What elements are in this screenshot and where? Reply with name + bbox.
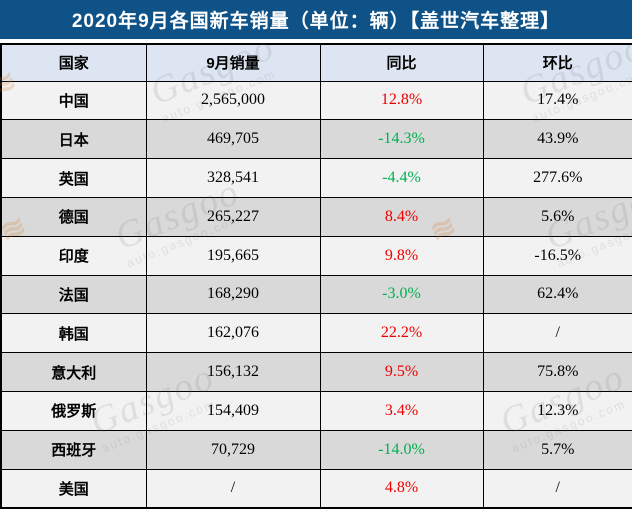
header-cell-yoy: 同比 bbox=[319, 43, 484, 82]
sales-cell: 156,132 bbox=[145, 352, 321, 392]
country-cell: 日本 bbox=[0, 119, 147, 160]
sales-cell: 70,729 bbox=[145, 429, 321, 470]
mom-cell: / bbox=[482, 468, 632, 509]
table-row: 意大利 156,132 9.5% 75.8% bbox=[0, 352, 632, 392]
yoy-cell: 22.2% bbox=[319, 313, 484, 354]
country-cell: 中国 bbox=[0, 80, 147, 121]
sales-cell: 195,665 bbox=[145, 235, 321, 276]
mom-cell: 5.7% bbox=[482, 429, 632, 470]
country-cell: 俄罗斯 bbox=[0, 391, 147, 431]
table-row: 日本 469,705 -14.3% 43.9% bbox=[0, 119, 632, 160]
yoy-cell: -4.4% bbox=[319, 158, 484, 198]
yoy-cell: 9.8% bbox=[319, 235, 484, 276]
country-cell: 印度 bbox=[0, 235, 147, 276]
mom-cell: 43.9% bbox=[482, 119, 632, 160]
table-row: 法国 168,290 -3.0% 62.4% bbox=[0, 274, 632, 315]
table-row: 俄罗斯 154,409 3.4% 12.3% bbox=[0, 391, 632, 431]
country-cell: 西班牙 bbox=[0, 429, 147, 470]
country-cell: 英国 bbox=[0, 158, 147, 198]
title-bar: 2020年9月各国新车销量（单位：辆）【盖世汽车整理】 bbox=[0, 0, 632, 39]
sales-cell: / bbox=[145, 468, 321, 509]
sales-cell: 162,076 bbox=[145, 313, 321, 354]
yoy-cell: 8.4% bbox=[319, 196, 484, 237]
table-body: 中国 2,565,000 12.8% 17.4% 日本 469,705 -14.3% 43.9… bbox=[0, 80, 632, 509]
sales-cell: 469,705 bbox=[145, 119, 321, 160]
sales-cell: 328,541 bbox=[145, 158, 321, 198]
sales-cell: 265,227 bbox=[145, 196, 321, 237]
country-cell: 美国 bbox=[0, 468, 147, 509]
table-row: 英国 328,541 -4.4% 277.6% bbox=[0, 158, 632, 198]
country-cell: 法国 bbox=[0, 274, 147, 315]
table-row: 美国/4.8% / bbox=[0, 468, 632, 509]
mom-cell: / bbox=[482, 313, 632, 354]
country-cell: 德国 bbox=[0, 196, 147, 237]
yoy-cell: 12.8% bbox=[319, 80, 484, 121]
mom-cell: -16.5% bbox=[482, 235, 632, 276]
sales-cell: 168,290 bbox=[145, 274, 321, 315]
mom-cell: 17.4% bbox=[482, 80, 632, 121]
yoy-cell: -14.3% bbox=[319, 119, 484, 160]
table-row: 韩国 162,076 22.2% / bbox=[0, 313, 632, 354]
mom-cell: 62.4% bbox=[482, 274, 632, 315]
yoy-cell: 9.5% bbox=[319, 352, 484, 392]
sales-cell: 154,409 bbox=[145, 391, 321, 431]
mom-cell: 277.6% bbox=[482, 158, 632, 198]
yoy-cell: -14.0% bbox=[319, 429, 484, 470]
header-cell-country: 国家 bbox=[0, 43, 147, 82]
yoy-cell: 3.4% bbox=[319, 391, 484, 431]
table-row: 中国 2,565,000 12.8% 17.4% bbox=[0, 80, 632, 121]
yoy-cell: 4.8% bbox=[319, 468, 484, 509]
mom-cell: 5.6% bbox=[482, 196, 632, 237]
table-row: 德国 265,227 8.4% 5.6% bbox=[0, 196, 632, 237]
table-row: 西班牙 70,729 -14.0% 5.7% bbox=[0, 429, 632, 470]
header-cell-sales: 9月销量 bbox=[145, 43, 321, 82]
mom-cell: 12.3% bbox=[482, 391, 632, 431]
page-title: 2020年9月各国新车销量（单位：辆）【盖世汽车整理】 bbox=[71, 11, 561, 32]
country-cell: 意大利 bbox=[0, 352, 147, 392]
table-header-row: 国家 9月销量 同比 环比 bbox=[0, 43, 632, 82]
sales-cell: 2,565,000 bbox=[145, 80, 321, 121]
table-row: 印度 195,665 9.8% -16.5% bbox=[0, 235, 632, 276]
mom-cell: 75.8% bbox=[482, 352, 632, 392]
header-cell-mom: 环比 bbox=[482, 43, 632, 82]
sales-table: 国家 9月销量 同比 环比 中国 2,565,000 12.8% 17.4% 日本 469… bbox=[0, 43, 632, 509]
yoy-cell: -3.0% bbox=[319, 274, 484, 315]
country-cell: 韩国 bbox=[0, 313, 147, 354]
